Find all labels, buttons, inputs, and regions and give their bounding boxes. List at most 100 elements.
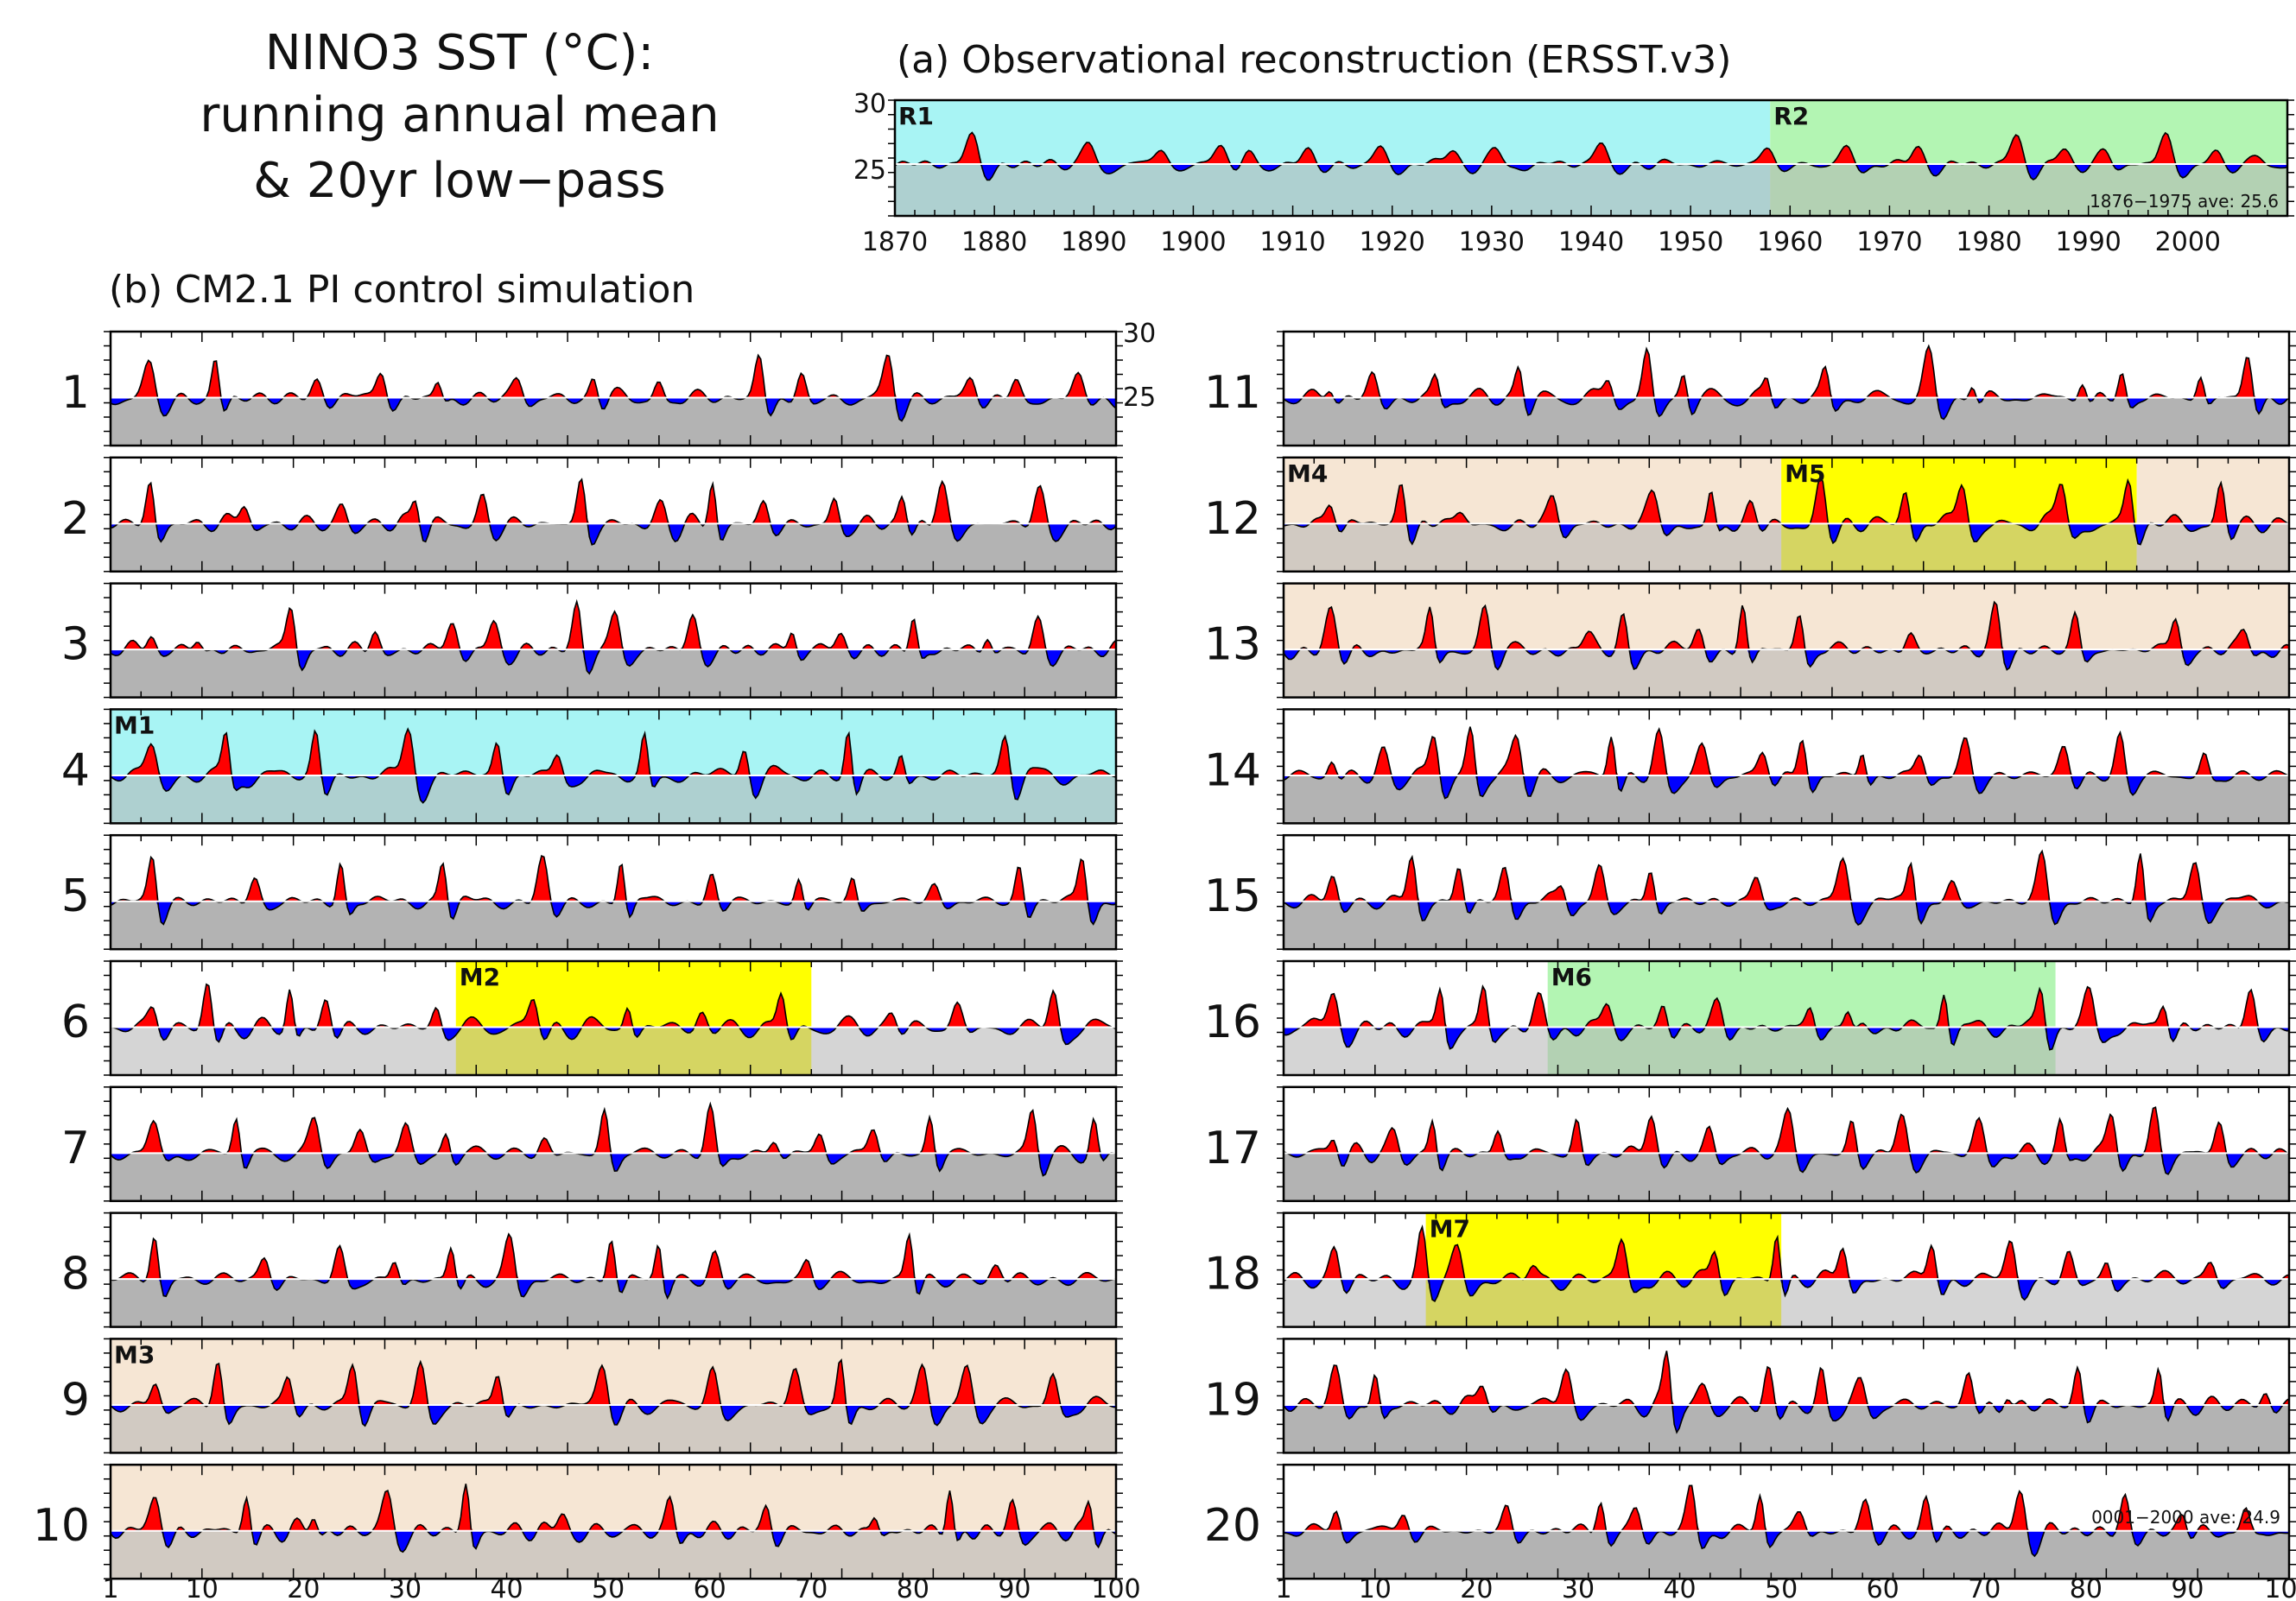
row-19: 19: [1204, 1338, 2296, 1454]
box-label-M6: M6: [1551, 963, 1592, 991]
lowpass-fill: [111, 901, 1116, 950]
row-17: 17: [1204, 1085, 2296, 1203]
title-line-3: & 20yr low−pass: [253, 153, 665, 209]
cold-anomaly-area: [1284, 775, 2289, 799]
warm-anomaly-area: [111, 479, 1116, 524]
warm-anomaly-area: [111, 1359, 1116, 1405]
warm-anomaly-area: [111, 984, 1116, 1028]
x-tick-label: 80: [2070, 1574, 2103, 1601]
lowpass-fill: [111, 1530, 1116, 1579]
row-number: 6: [61, 997, 90, 1048]
running-mean-line: [110, 1484, 1117, 1554]
y-tick-label-25: 25: [853, 155, 886, 186]
row-number: 11: [1204, 367, 1261, 419]
x-tick-label: 60: [694, 1574, 726, 1601]
warm-anomaly-area: [111, 1234, 1116, 1280]
row-number: 13: [1204, 619, 1261, 671]
x-tick-label: 2000: [2155, 227, 2221, 257]
row-6: M2 6: [61, 959, 1123, 1077]
x-tick-label: 100: [1091, 1574, 1140, 1601]
cold-anomaly-area: [1284, 649, 2289, 670]
x-tick-label: 90: [998, 1574, 1031, 1601]
x-tick-label: 1900: [1160, 227, 1226, 257]
box-label-R1: R1: [898, 102, 934, 130]
row-number: 3: [61, 619, 90, 671]
lowpass-fill: [111, 1027, 1116, 1075]
running-mean-line: [1283, 1106, 2290, 1175]
x-tick-label: 40: [490, 1574, 523, 1601]
running-mean-line: [1283, 849, 2290, 926]
row-number: 1: [61, 367, 90, 419]
title-line-2: running annual mean: [200, 87, 719, 143]
running-mean-line: [110, 478, 1117, 546]
row-1: 1: [61, 330, 1123, 447]
cold-anomaly-area: [111, 1027, 1116, 1045]
x-tick-label: 1980: [1956, 227, 2021, 257]
box-label-M3: M3: [114, 1340, 155, 1369]
row-number: 8: [61, 1249, 90, 1300]
row-14: 14: [1204, 708, 2296, 825]
lowpass-fill: [1284, 649, 2289, 698]
row-4: M1 4: [61, 708, 1123, 825]
running-mean-line: [110, 727, 1117, 804]
row-number: 12: [1204, 493, 1261, 545]
box-label-M7: M7: [1430, 1215, 1470, 1243]
cold-anomaly-area: [895, 164, 2287, 180]
warm-anomaly-area: [111, 355, 1116, 398]
x-tick-label: 30: [389, 1574, 422, 1601]
x-tick-label: 60: [1867, 1574, 1900, 1601]
x-tick-label: 1950: [1658, 227, 1723, 257]
mean-annotation: 1876−1975 ave: 25.6: [2090, 191, 2279, 212]
y-tick-label-30: 30: [1123, 319, 1156, 349]
row-7: 7: [61, 1085, 1123, 1203]
x-tick-label: 1870: [862, 227, 928, 257]
row-number: 17: [1204, 1123, 1261, 1174]
warm-anomaly-area: [111, 1104, 1116, 1154]
row-13: 13: [1204, 582, 2296, 699]
running-mean-line: [1283, 726, 2290, 800]
box-label-M1: M1: [114, 711, 155, 739]
running-mean-line: [110, 1357, 1117, 1427]
cold-anomaly-area: [111, 901, 1116, 925]
lowpass-fill: [111, 775, 1116, 824]
cold-anomaly-area: [1284, 523, 2289, 545]
lowpass-fill: [1284, 523, 2289, 572]
row-11: 11: [1204, 330, 2296, 447]
running-mean-line: [1283, 473, 2290, 546]
y-tick-label-30: 30: [853, 89, 886, 119]
row-9: M3 9: [61, 1338, 1123, 1454]
row-number: 16: [1204, 997, 1261, 1048]
running-mean-line: [110, 1101, 1117, 1177]
lowpass-fill: [1284, 1404, 2289, 1453]
warm-anomaly-area: [111, 1484, 1116, 1531]
title-line-1: NINO3 SST (°C):: [265, 25, 655, 81]
cold-anomaly-area: [111, 523, 1116, 545]
cold-anomaly-area: [111, 775, 1116, 803]
x-tick-label: 1: [102, 1574, 118, 1601]
x-tick-label: 1970: [1856, 227, 1922, 257]
figure-title: NINO3 SST (°C): running annual mean & 20…: [200, 25, 719, 209]
running-mean-line: [1283, 984, 2290, 1051]
x-tick-label: 1940: [1558, 227, 1624, 257]
cold-anomaly-area: [1284, 1279, 2289, 1301]
row-18: M7 18: [1204, 1212, 2296, 1328]
x-tick-label: 50: [1765, 1574, 1798, 1601]
warm-anomaly-area: [1284, 602, 2289, 650]
lowpass-fill: [1284, 1153, 2289, 1201]
lowpass-fill: [1284, 397, 2289, 446]
warm-anomaly-area: [111, 729, 1116, 775]
row-10: 10: [33, 1463, 1123, 1580]
x-tick-label: 30: [1562, 1574, 1595, 1601]
box-label-R2: R2: [1773, 102, 1809, 130]
panel-a-title: (a) Observational reconstruction (ERSST.…: [897, 38, 1731, 82]
running-mean-line: [110, 1231, 1117, 1300]
x-tick-label: 20: [1460, 1574, 1493, 1601]
lowpass-fill: [111, 1279, 1116, 1327]
row-number: 18: [1204, 1249, 1261, 1300]
row-number: 7: [61, 1123, 90, 1174]
running-mean-line: [1283, 1351, 2290, 1434]
x-tick-label: 1890: [1061, 227, 1126, 257]
running-mean-line: [110, 353, 1117, 422]
warm-anomaly-area: [1284, 1351, 2289, 1405]
